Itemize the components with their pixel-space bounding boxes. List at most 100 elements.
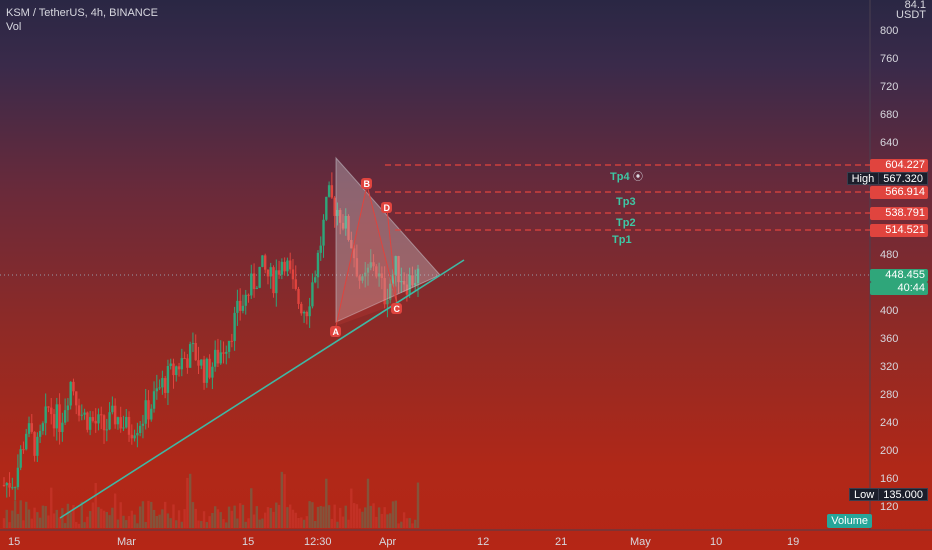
candle-body <box>208 358 211 378</box>
vol-indicator-label[interactable]: Vol <box>6 21 22 33</box>
volume-bar <box>236 518 239 528</box>
volume-bar <box>61 508 64 528</box>
candle-body <box>191 343 195 345</box>
candle-body <box>333 197 336 216</box>
volume-bar <box>222 519 225 528</box>
candle-body <box>336 209 339 216</box>
candle-body <box>22 449 25 451</box>
point-d-marker <box>381 202 392 213</box>
candle-body <box>233 312 236 342</box>
volume-bar <box>416 482 420 528</box>
point-c-marker <box>391 303 402 314</box>
volume-bar <box>108 515 111 528</box>
candle-body <box>108 412 111 430</box>
candle-body <box>186 358 189 368</box>
candle-body <box>175 366 178 376</box>
volume-bar <box>200 521 203 528</box>
time-axis[interactable]: 15 Mar 15 12:30 Apr 12 21 May 10 19 <box>8 536 799 548</box>
candle-body <box>83 412 86 415</box>
volume-bar <box>75 521 78 528</box>
volume-bar <box>91 502 95 528</box>
candle-body <box>72 381 75 392</box>
volume-bar <box>127 516 131 528</box>
volume-bar <box>133 514 136 528</box>
candle-body <box>386 299 389 305</box>
candle-body <box>75 391 78 406</box>
candle-body <box>180 358 184 370</box>
volume-bar <box>27 509 31 528</box>
candle-body <box>33 431 36 456</box>
volume-bar <box>391 501 395 528</box>
candle-body <box>414 283 417 286</box>
abcd-fill <box>336 185 397 326</box>
volume-bar <box>58 517 61 528</box>
candle-body <box>372 262 375 267</box>
candle-body <box>266 269 270 277</box>
candle-body <box>291 269 295 280</box>
candle-body <box>8 483 11 488</box>
volume-bar <box>158 514 161 528</box>
volume-bar <box>100 508 103 528</box>
volume-bar <box>291 509 295 528</box>
volume-bar <box>255 506 259 528</box>
volume-bar <box>383 507 386 528</box>
volume-bar <box>119 502 122 528</box>
volume-bar <box>147 500 150 528</box>
volume-bar <box>5 509 8 528</box>
candle-body <box>261 255 264 267</box>
volume-bar <box>25 501 28 528</box>
candle-body <box>247 294 250 296</box>
symbol-title[interactable]: KSM / TetherUS, 4h, BINANCE <box>6 7 159 19</box>
candle-body <box>408 275 411 295</box>
tp3-label: Tp3 <box>616 196 636 208</box>
candle-body <box>244 294 247 306</box>
candle-body <box>2 485 6 486</box>
price-axis[interactable]: 800 760 720 680 640 480 400 360 320 280 240 200 160 1… <box>880 25 898 513</box>
volume-bar <box>141 501 145 528</box>
volume-bar <box>88 511 92 528</box>
candle-body <box>205 358 209 383</box>
price-tick-label: 480 <box>880 249 898 261</box>
candle-body <box>319 245 322 253</box>
volume-bar <box>72 505 75 528</box>
candle-body <box>383 278 386 305</box>
tp2-label: Tp2 <box>616 217 636 229</box>
high-tag: High 567.320 <box>846 172 928 185</box>
candle-body <box>25 433 28 450</box>
volume-bar <box>11 510 14 528</box>
volume-bar <box>230 510 234 528</box>
candle-body <box>50 407 53 415</box>
candle-body <box>250 273 253 296</box>
point-b-marker <box>361 178 372 189</box>
candle-body <box>263 255 267 270</box>
low-tag: Low 135.000 <box>849 488 928 501</box>
volume-bar <box>66 503 70 528</box>
volume-bar <box>400 521 403 528</box>
candle-body <box>305 311 309 317</box>
candle-body <box>325 196 328 220</box>
candle-body <box>330 185 334 198</box>
candle-body <box>344 215 347 229</box>
candle-body <box>86 412 89 430</box>
candle-body <box>389 283 392 300</box>
volume-bar <box>241 504 245 528</box>
candle-body <box>130 434 134 439</box>
candle-body <box>183 358 186 360</box>
volume-bar <box>372 503 375 528</box>
volume-bar <box>283 474 286 528</box>
volume-bar <box>97 507 100 528</box>
price-tick-label: 240 <box>880 417 898 429</box>
candle-body <box>222 352 225 354</box>
volume-bar <box>22 520 25 528</box>
volume-bar <box>13 500 17 528</box>
volume-bar <box>247 518 250 528</box>
volume-bar <box>77 523 81 528</box>
point-d-label: D <box>384 203 391 213</box>
candle-body <box>327 185 331 197</box>
volume-bar <box>369 505 372 528</box>
volume-bar <box>208 516 211 528</box>
volume-bar <box>44 506 47 528</box>
volume-bar <box>366 478 370 528</box>
candle-body <box>225 351 228 354</box>
